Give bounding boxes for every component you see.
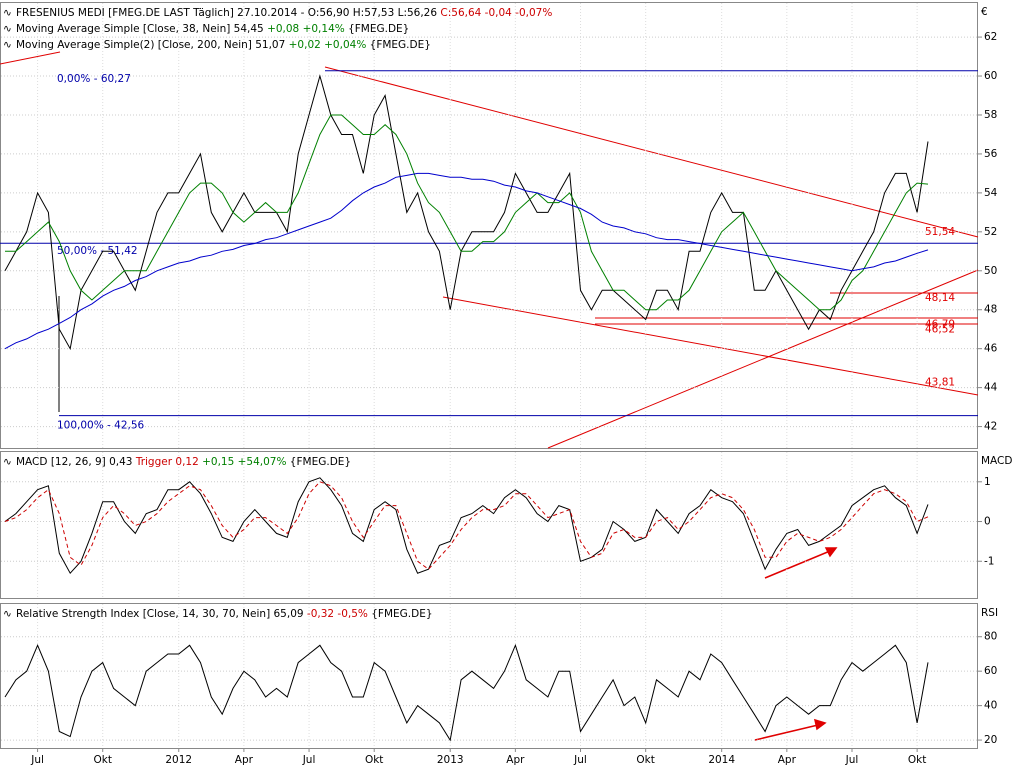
x-tick-label: Jul xyxy=(302,754,316,766)
legend-text: {FMEG.DE} xyxy=(368,608,433,620)
legend-entry: FRESENIUS MEDI [FMEG.DE LAST Täglich] 27… xyxy=(16,7,552,19)
legend-entry: MACD [12, 26, 9] 0,43 Trigger 0,12 +0,15… xyxy=(16,456,351,468)
series-line xyxy=(4,172,929,350)
x-tick-label: Apr xyxy=(506,754,525,766)
legend-text: Moving Average Simple(2) xyxy=(16,39,154,51)
x-tick-label: Jul xyxy=(30,754,44,766)
trend-line xyxy=(547,269,979,449)
x-tick-label: Okt xyxy=(365,754,383,766)
level-label: 46,79 xyxy=(925,318,955,330)
legend-text: {FMEG.DE} xyxy=(345,23,410,35)
y-axis-label: MACD xyxy=(981,455,1012,467)
x-tick-label: Jul xyxy=(845,754,859,766)
fib-label: 100,00% - 42,56 xyxy=(57,420,145,432)
y-tick-label: 0 xyxy=(984,516,991,528)
series-line xyxy=(4,481,929,570)
price-panel xyxy=(0,2,978,449)
y-tick-label: 60 xyxy=(984,70,997,82)
level-label: 46,52 xyxy=(925,324,955,336)
trend-line xyxy=(324,66,979,238)
x-tick-label: 2014 xyxy=(708,754,735,766)
y-tick-label: -1 xyxy=(984,555,994,567)
legend-text: FRESENIUS MEDI xyxy=(16,7,105,19)
legend-entry: Moving Average Simple(2) [Close, 200, Ne… xyxy=(16,39,431,51)
legend-text: [Close, 200, Nein] 51,07 xyxy=(154,39,288,51)
y-axis-label: € xyxy=(981,6,988,18)
arrows xyxy=(754,547,838,741)
legend-icon: ∿ xyxy=(3,608,12,620)
series-line xyxy=(5,114,929,311)
legend-text: [Close, 14, 30, 70, Nein] 65,09 xyxy=(139,608,307,620)
legend-entry: Relative Strength Index [Close, 14, 30, … xyxy=(16,608,433,620)
level-label: 43,81 xyxy=(925,376,955,388)
y-tick-label: 20 xyxy=(984,734,997,746)
arrow-head xyxy=(813,718,827,731)
legend-icon: ∿ xyxy=(3,456,12,468)
legend-text: C:56,64 -0,04 -0,07% xyxy=(440,7,552,19)
x-tick-label: 2013 xyxy=(437,754,464,766)
legend-text: +0,08 +0,14% xyxy=(267,23,345,35)
y-tick-label: 1 xyxy=(984,476,991,488)
arrow xyxy=(754,724,819,741)
y-tick-label: 60 xyxy=(984,665,997,677)
legend-text: Relative Strength Index xyxy=(16,608,139,620)
x-tick-label: Apr xyxy=(778,754,797,766)
y-axis-label: RSI xyxy=(981,607,998,619)
y-tick-label: 62 xyxy=(984,31,997,43)
rsi-panel xyxy=(0,603,978,749)
trend-line xyxy=(442,296,979,396)
legend-text: {FMEG.DE} xyxy=(286,456,351,468)
series-line xyxy=(4,74,929,351)
legend-text: Moving Average Simple xyxy=(16,23,140,35)
level-label: 48,14 xyxy=(925,292,955,304)
y-tick-label: 58 xyxy=(984,109,997,121)
legend-text: Trigger xyxy=(135,456,173,468)
x-tick-label: Jul xyxy=(573,754,587,766)
legend-entry: Moving Average Simple [Close, 38, Nein] … xyxy=(16,23,409,35)
series-line xyxy=(4,643,929,742)
x-tick-label: Okt xyxy=(93,754,111,766)
legend-icon: ∿ xyxy=(3,7,12,19)
x-tick-label: 2012 xyxy=(165,754,192,766)
legend-text: +0,02 +0,04% xyxy=(289,39,367,51)
arrow-head xyxy=(824,547,838,558)
y-tick-label: 48 xyxy=(984,304,997,316)
legend-text: +0,15 +54,07% xyxy=(202,456,286,468)
arrow xyxy=(764,550,831,579)
y-tick-label: 80 xyxy=(984,631,997,643)
level-label: 51,54 xyxy=(925,226,955,238)
y-tick-label: 52 xyxy=(984,226,997,238)
legend-icon: ∿ xyxy=(3,39,12,51)
y-tick-label: 42 xyxy=(984,421,997,433)
y-tick-label: 56 xyxy=(984,148,998,160)
legend-text: -0,32 -0,5% xyxy=(307,608,368,620)
fib-label: 0,00% - 60,27 xyxy=(57,73,131,85)
legend-text: 0,12 xyxy=(172,456,202,468)
y-tick-label: 44 xyxy=(984,382,998,394)
legend-text: [12, 26, 9] 0,43 xyxy=(47,456,135,468)
x-tick-label: Okt xyxy=(636,754,654,766)
y-tick-label: 54 xyxy=(984,187,998,199)
x-tick-label: Okt xyxy=(908,754,926,766)
fib-label: 50,00% - 51,42 xyxy=(57,245,138,257)
legend-text: [Close, 38, Nein] 54,45 xyxy=(140,23,267,35)
y-tick-label: 40 xyxy=(984,700,997,712)
trend-line xyxy=(0,51,61,65)
legend-icon: ∿ xyxy=(3,23,12,35)
series-line xyxy=(4,477,929,575)
y-tick-label: 50 xyxy=(984,265,997,277)
y-tick-label: 46 xyxy=(984,343,998,355)
x-tick-label: Apr xyxy=(235,754,254,766)
macd-panel xyxy=(0,451,978,599)
legend-text: [FMEG.DE LAST Täglich] 27.10.2014 - O:56… xyxy=(105,7,441,19)
legend-text: MACD xyxy=(16,456,47,468)
legend-text: {FMEG.DE} xyxy=(366,39,431,51)
